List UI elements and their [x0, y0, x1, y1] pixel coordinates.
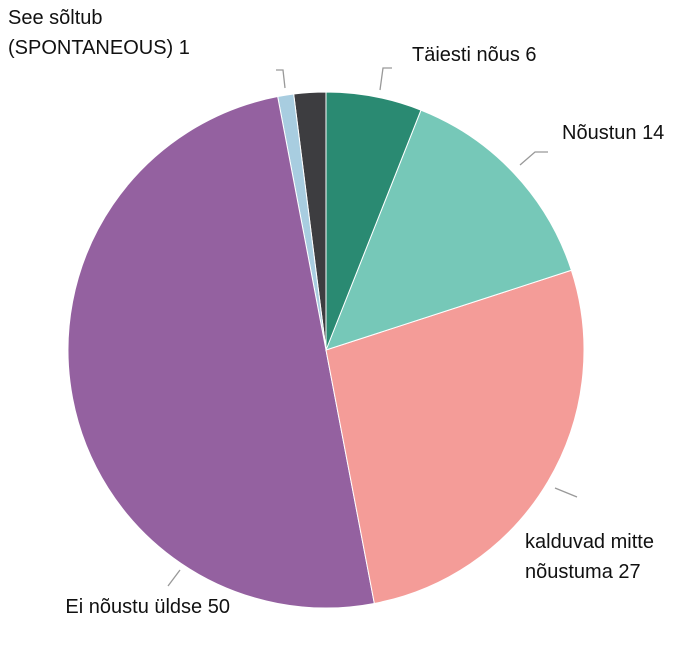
pie-slice — [325, 109, 573, 351]
pie-slice — [67, 95, 375, 609]
leader-line — [519, 151, 548, 166]
leader-line — [554, 487, 578, 498]
pie-slice — [325, 269, 585, 605]
slice-label: Ei nõustu üldse 50 — [30, 592, 230, 622]
category-label: Nõustun — [562, 122, 637, 144]
category-label: kalduvad mitte nõustuma — [525, 531, 654, 583]
leader-line — [167, 569, 181, 587]
value-label: 27 — [618, 561, 641, 583]
leader-line — [379, 67, 392, 91]
pie-slice — [325, 91, 422, 351]
slice-label: kalduvad mitte nõustuma 27 — [525, 527, 695, 587]
category-label: Ei nõustu üldse — [65, 596, 203, 618]
value-label: 50 — [207, 596, 230, 618]
category-label: Täiesti nõus — [412, 44, 520, 66]
value-label: 6 — [525, 44, 537, 66]
leader-line — [276, 69, 286, 89]
slice-label: Nõustun 14 — [562, 118, 664, 148]
value-label: 14 — [642, 122, 665, 144]
slice-label: See sõltub (SPONTANEOUS) 1 — [8, 3, 273, 63]
slice-label: Täiesti nõus 6 — [412, 40, 537, 70]
leader-lines — [167, 67, 578, 587]
category-label: See sõltub (SPONTANEOUS) — [8, 7, 174, 59]
value-label: 1 — [178, 37, 190, 59]
